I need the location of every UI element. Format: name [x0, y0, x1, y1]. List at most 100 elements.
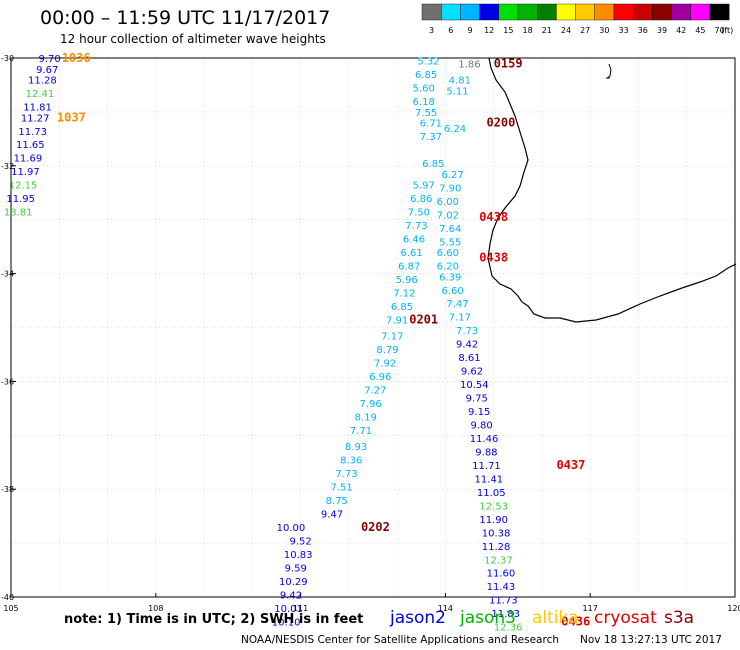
swh-value-label: 9.88	[475, 447, 497, 458]
credit-line: NOAA/NESDIS Center for Satellite Applica…	[241, 634, 559, 646]
swh-value-label: 7.64	[439, 224, 461, 235]
color-bin-label: 42	[676, 26, 686, 35]
pass-time-label: 0438	[479, 250, 508, 264]
pass-time-label: 1036	[62, 51, 91, 65]
color-bin-label: 15	[503, 26, 513, 35]
color-bin-label: 6	[448, 26, 453, 35]
swh-value-label: 10.00	[277, 523, 306, 534]
swh-value-label: 7.71	[350, 426, 372, 437]
swh-value-label: 11.65	[16, 140, 45, 151]
color-bin-label: 3	[429, 26, 434, 35]
lat-tick-label: -30	[1, 54, 14, 63]
swh-value-label: 5.97	[413, 181, 435, 192]
swh-value-label: 11.05	[477, 488, 506, 499]
color-bin-label: 70	[715, 26, 725, 35]
swh-value-label: 11.60	[487, 569, 516, 580]
swh-value-label: 11.97	[11, 167, 40, 178]
swh-value-label: 11.41	[475, 474, 504, 485]
pass-times: 1036 1037 0159 0200 0438 0438 0201 0437 0202 0436	[57, 51, 590, 628]
color-bin-label: 21	[542, 26, 552, 35]
swh-value-label: 6.00	[437, 197, 459, 208]
pass-time-label: 0437	[556, 458, 585, 472]
swh-value-label: 9.47	[321, 509, 343, 520]
swh-value-label: 6.46	[403, 235, 425, 246]
swh-value-label: 8.19	[355, 412, 377, 423]
pass-time-label: 0438	[479, 210, 508, 224]
swh-value-label: 10.10	[272, 617, 301, 628]
color-bin	[479, 3, 500, 21]
swh-value-label: 7.17	[381, 332, 403, 343]
color-bin	[613, 3, 634, 21]
swh-value-label: 7.50	[408, 208, 430, 219]
swh-value-label: 6.86	[410, 194, 432, 205]
color-bin-label: 33	[619, 26, 629, 35]
lon-tick-label: 108	[148, 604, 163, 613]
map-frame	[10, 57, 736, 598]
swh-value-label: 5.11	[446, 86, 468, 97]
swh-value-label: 6.27	[442, 170, 464, 181]
swh-value-label: 6.71	[420, 119, 442, 130]
swh-value-label: 7.90	[439, 183, 461, 194]
swh-value-label: 4.81	[449, 76, 471, 87]
lon-tick-label: 120	[727, 604, 740, 613]
lat-lon-grid	[11, 58, 735, 597]
swh-value-label: 9.15	[468, 407, 490, 418]
frame-border	[10, 57, 736, 598]
swh-value-label: 13.81	[4, 208, 33, 219]
color-bin	[537, 3, 557, 21]
swh-value-label: 9.70	[38, 54, 60, 65]
lat-tick-label: -40	[1, 593, 14, 602]
swh-value-label: 12.41	[26, 89, 55, 100]
lat-tick-label: -38	[1, 485, 14, 494]
swh-value-label: 11.27	[21, 113, 50, 124]
color-bin	[594, 3, 615, 21]
australia-coastline	[487, 57, 737, 323]
swh-value-label: 9.75	[466, 394, 488, 405]
swh-value-label: 11.43	[487, 582, 516, 593]
swh-value-label: 7.12	[393, 288, 415, 299]
swh-value-label: 11.81	[23, 103, 52, 114]
lat-tick-label: -34	[1, 270, 14, 279]
swh-value-label: 11.69	[14, 154, 43, 165]
color-bin	[575, 3, 595, 21]
swh-value-label: 7.37	[420, 132, 442, 143]
color-bin-label: 36	[638, 26, 648, 35]
swh-value-label: 7.55	[415, 108, 437, 119]
color-bin-label: 18	[523, 26, 533, 35]
swh-value-label: 7.73	[405, 221, 427, 232]
swh-value-label: 8.75	[326, 496, 348, 507]
legend-cryosat: cryosat	[594, 608, 657, 628]
swh-value-label: 9.52	[289, 536, 311, 547]
color-bin	[652, 3, 672, 21]
color-bin	[709, 3, 730, 21]
swh-value-label: 7.92	[374, 359, 396, 370]
swh-value-label: 10.29	[279, 577, 308, 588]
color-bin	[421, 3, 442, 21]
swh-value-label: 8.93	[345, 442, 367, 453]
legend-altika: altika	[532, 608, 579, 628]
pass-time-label: 1037	[57, 110, 86, 124]
swh-value-label: 11.90	[479, 515, 508, 526]
swh-value-label: 6.85	[422, 159, 444, 170]
swh-value-label: 7.96	[359, 399, 381, 410]
page-title: 00:00 – 11:59 UTC 11/17/2017	[40, 7, 331, 29]
footnote: note: 1) Time is in UTC; 2) SWH is in fe…	[64, 612, 364, 627]
swh-value-label: 6.39	[439, 272, 461, 283]
swh-value-label: 6.24	[444, 124, 466, 135]
lat-tick-label: -36	[1, 377, 14, 386]
swh-value-label: 11.46	[470, 434, 499, 445]
color-bin-label: 24	[561, 26, 571, 35]
swh-value-label: 6.85	[391, 302, 413, 313]
pass-time-label: 0201	[409, 312, 438, 326]
color-bin	[460, 3, 480, 21]
swh-value-label: 6.20	[437, 262, 459, 273]
legend-jason2: jason2	[390, 608, 446, 628]
swh-value-label: 7.73	[456, 326, 478, 337]
swh-value-label: 8.61	[458, 353, 480, 364]
lon-tick-label: 114	[438, 604, 453, 613]
pass-time-label: 0436	[561, 614, 590, 628]
swh-value-label: 9.42	[280, 590, 302, 601]
swh-value-label: 6.60	[442, 286, 464, 297]
color-bin-label: 12	[484, 26, 494, 35]
